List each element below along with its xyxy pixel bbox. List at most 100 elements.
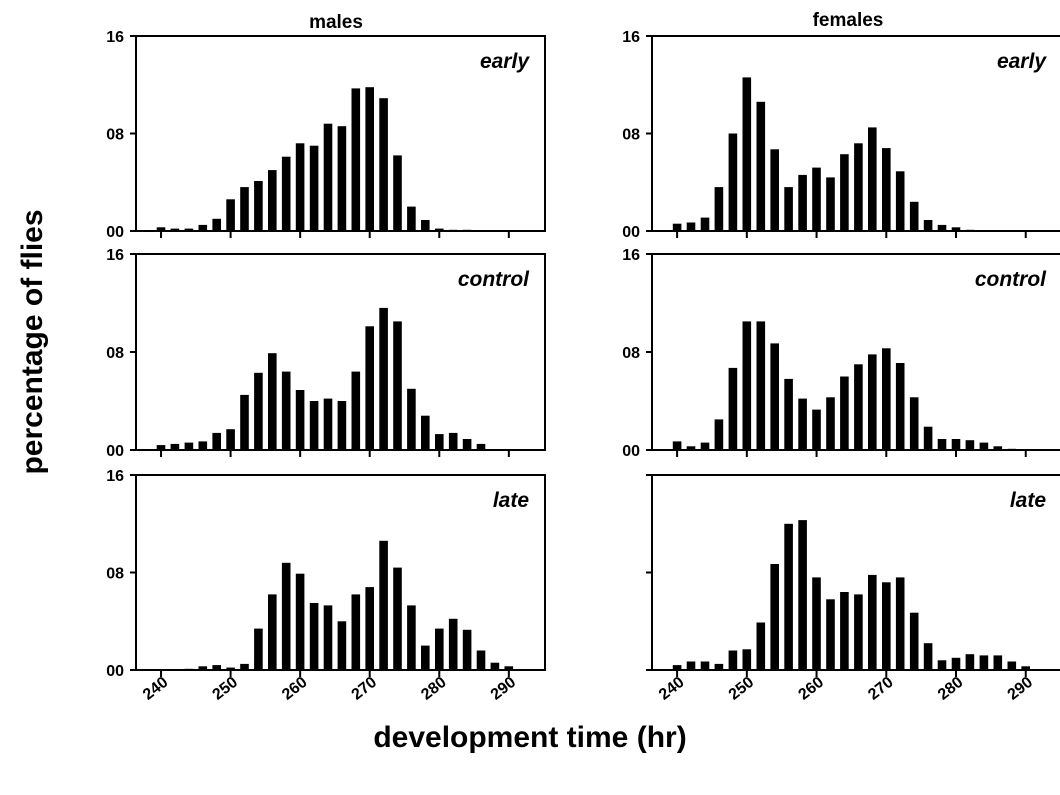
x-tick-label: 240: [140, 674, 172, 704]
bar: [240, 663, 249, 670]
bar: [923, 220, 933, 231]
bar: [351, 371, 361, 450]
bar: [770, 343, 779, 450]
bar: [993, 655, 1003, 670]
bar: [240, 394, 249, 450]
bar: [742, 649, 752, 670]
bar: [295, 573, 305, 670]
panel-males-late: 00 08 16 240 250 260 270 280 290 late: [106, 468, 546, 704]
bar: [184, 442, 194, 450]
bar: [756, 101, 766, 231]
bar: [951, 439, 961, 450]
panel-males-control: 00 08 16 control: [106, 247, 546, 460]
bar: [854, 594, 863, 670]
bar: [826, 599, 835, 670]
bar: [784, 523, 793, 671]
x-tick-label: 280: [418, 674, 450, 704]
bar: [686, 446, 696, 450]
bar: [700, 442, 710, 450]
bar: [393, 321, 402, 450]
bar: [323, 398, 333, 450]
bar: [504, 666, 514, 670]
y-tick-label: 00: [106, 443, 124, 460]
bar: [798, 398, 807, 450]
bar: [240, 187, 249, 231]
y-axis-title: percentage of flies: [16, 209, 49, 474]
bar: [337, 126, 347, 231]
bar: [826, 177, 835, 231]
bar: [337, 621, 347, 671]
bar: [198, 666, 208, 670]
bar: [909, 612, 919, 670]
bar: [212, 432, 221, 450]
y-tick-label: 08: [622, 127, 640, 144]
bar: [756, 321, 766, 450]
bar: [295, 390, 305, 450]
bar: [281, 371, 291, 450]
bar: [798, 174, 807, 231]
bar: [407, 388, 416, 451]
x-tick-label: 250: [210, 674, 242, 704]
bar: [421, 415, 430, 450]
bar: [868, 574, 877, 670]
bar: [254, 372, 263, 450]
bar: [226, 667, 235, 670]
bar: [993, 446, 1003, 450]
y-tick-label: 16: [622, 247, 640, 264]
bar: [951, 657, 961, 670]
bar: [337, 401, 347, 450]
bar: [226, 429, 235, 450]
column-title-males: males: [309, 12, 363, 33]
bar: [323, 605, 333, 670]
bar: [714, 419, 724, 450]
y-tick-label: 16: [106, 468, 124, 485]
bar: [686, 661, 696, 670]
bar: [868, 354, 877, 450]
bar: [965, 440, 975, 450]
panel-males-early: 00 08 16 early: [106, 29, 546, 241]
x-tick-label: 280: [935, 674, 967, 704]
bar: [476, 650, 486, 670]
bar: [226, 199, 235, 231]
bar: [895, 363, 905, 450]
panel-females-late: 240 250 260 270 280 290 late: [646, 474, 1060, 704]
bar: [672, 223, 682, 231]
bar: [728, 650, 738, 670]
panel-label: early: [480, 50, 530, 73]
bar: [212, 665, 221, 670]
bar: [254, 628, 263, 670]
y-tick-label: 16: [106, 247, 124, 264]
y-tick-label: 08: [106, 345, 124, 362]
bar: [462, 439, 472, 450]
bar: [170, 443, 180, 450]
bar: [840, 376, 849, 450]
bar: [770, 564, 779, 670]
bar: [268, 353, 277, 450]
bar: [268, 170, 277, 231]
y-tick-label: 08: [622, 345, 640, 362]
bar: [1021, 666, 1030, 670]
bar: [909, 397, 919, 450]
bar: [198, 441, 208, 450]
bar: [435, 628, 444, 670]
bar: [923, 643, 933, 670]
bar: [882, 582, 891, 671]
bar: [840, 154, 849, 231]
bar: [462, 629, 472, 670]
bar: [965, 654, 975, 670]
bar: [448, 618, 458, 670]
x-tick-label: 260: [796, 674, 828, 704]
x-tick-label: 270: [349, 674, 381, 704]
bar: [309, 401, 319, 450]
bar: [826, 397, 835, 450]
panel-females-early: 00 08 16 early: [622, 29, 1060, 241]
bar: [268, 594, 277, 670]
y-tick-label: 00: [106, 224, 124, 241]
bar: [365, 87, 374, 231]
panel-label: late: [1010, 489, 1047, 512]
bar: [212, 218, 221, 231]
panel-label: control: [458, 268, 530, 291]
y-tick-label: 16: [622, 29, 640, 46]
bar: [742, 77, 752, 232]
